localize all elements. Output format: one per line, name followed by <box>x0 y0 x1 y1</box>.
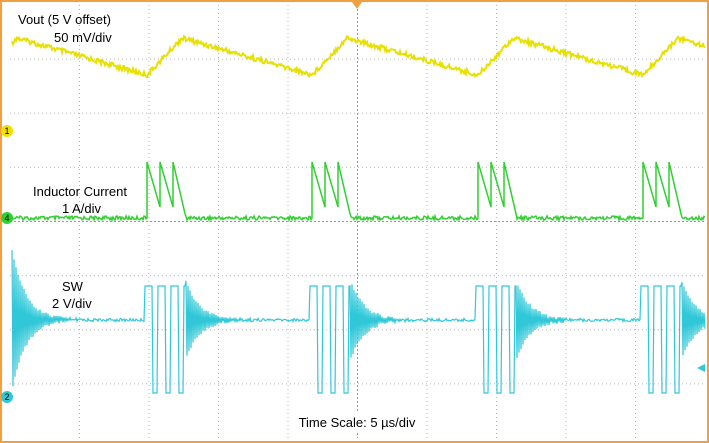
channel-number: 2 <box>4 392 9 402</box>
vout-trace <box>11 34 706 79</box>
trace-scale: 1 A/div <box>62 201 102 216</box>
channel-marker: 2 <box>1 391 13 403</box>
channel-number: 1 <box>4 126 9 136</box>
channel-number: 4 <box>4 213 9 223</box>
trace-scale: 50 mV/div <box>54 30 112 45</box>
channel-marker: 1 <box>1 125 13 137</box>
trace-label: Vout (5 V offset) <box>18 12 111 27</box>
inductor-current-trace <box>11 161 706 223</box>
sw-trace <box>11 250 706 394</box>
channel-marker: 4 <box>1 212 13 224</box>
trace-label: Inductor Current <box>33 184 127 199</box>
trigger-marker <box>352 2 362 9</box>
trigger-level-marker <box>697 364 705 372</box>
time-scale: Time Scale: 5 µs/div <box>299 415 416 430</box>
waveforms <box>11 34 706 394</box>
trace-scale: 2 V/div <box>52 296 92 311</box>
trace-label: SW <box>62 279 84 294</box>
label-background <box>292 413 422 431</box>
